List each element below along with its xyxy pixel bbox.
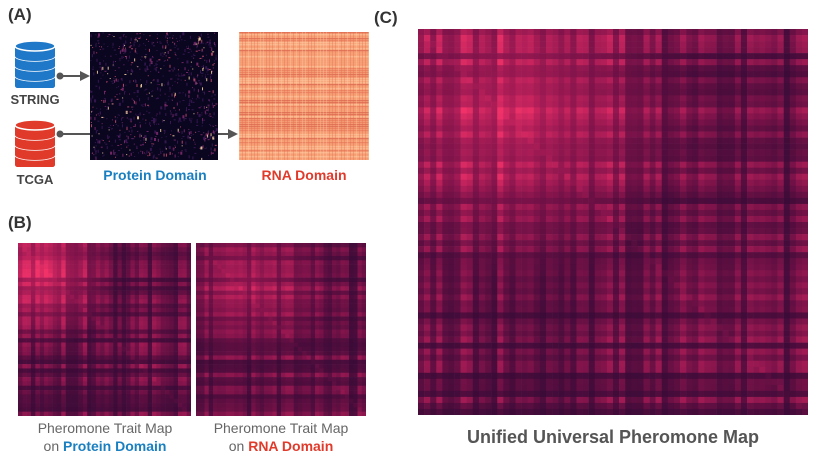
- rna-trait-caption: Pheromone Trait Map on RNA Domain: [186, 419, 376, 455]
- rna-domain-label: RNA Domain: [261, 167, 347, 183]
- protein-domain-map: [90, 32, 218, 160]
- arrow-string-to-protein: [56, 71, 90, 81]
- rna-caption-prefix: on: [228, 438, 249, 454]
- unified-pheromone-heatmap: [418, 29, 808, 415]
- arrow-tcga-to-protein: [56, 130, 90, 138]
- protein-caption-line1: Pheromone Trait Map: [37, 420, 173, 436]
- protein-domain-label: Protein Domain: [103, 167, 207, 183]
- arrow-protein-to-rna: [218, 129, 238, 139]
- rna-caption-line1: Pheromone Trait Map: [213, 420, 349, 436]
- rna-trait-heatmap: [196, 243, 366, 416]
- unified-map-caption: Unified Universal Pheromone Map: [466, 427, 760, 447]
- tcga-label: TCGA: [16, 172, 54, 187]
- panel-b-label: (B): [8, 213, 32, 232]
- protein-caption-line2: on Protein Domain: [10, 437, 200, 455]
- protein-caption-prefix: on: [43, 438, 63, 454]
- panel-c-label: (C): [374, 8, 398, 27]
- string-label: STRING: [10, 92, 60, 107]
- tcga-database-icon: [14, 119, 56, 167]
- rna-domain-map: [239, 32, 369, 160]
- panel-a-label: (A): [8, 5, 32, 24]
- protein-trait-heatmap: [18, 243, 191, 416]
- protein-caption-bold: Protein Domain: [63, 438, 167, 454]
- protein-trait-caption: Pheromone Trait Map on Protein Domain: [10, 419, 200, 455]
- rna-caption-line2: on RNA Domain: [186, 437, 376, 455]
- rna-caption-bold: RNA Domain: [248, 438, 334, 454]
- string-database-icon: [14, 40, 56, 88]
